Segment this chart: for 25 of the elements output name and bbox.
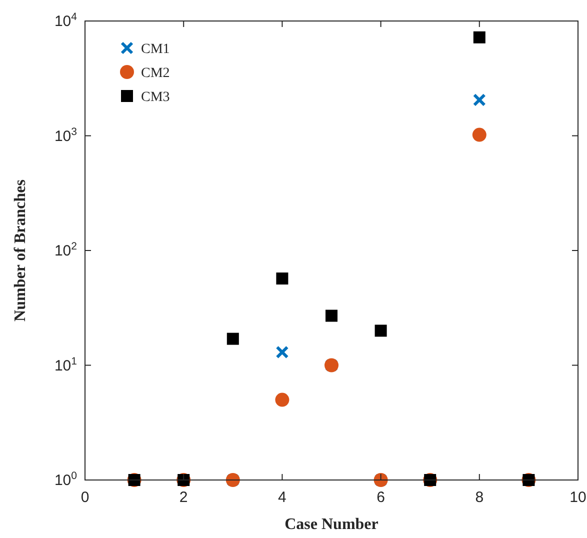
point (472, 93, 486, 106)
y-tick-label: 10$^{0}$ (54, 470, 78, 489)
point (326, 310, 338, 322)
y-tick-label: 10$^{4}$ (54, 11, 78, 30)
y-tick-label: 10$^{2}$ (54, 240, 78, 260)
point (374, 324, 387, 337)
point (276, 346, 289, 359)
y-axis-title: Number of Branches (12, 180, 29, 322)
legend-label: CM2 (141, 66, 170, 81)
legend-label: CM1 (141, 42, 170, 57)
x-tick-label: 0 (80, 489, 90, 506)
point (275, 392, 290, 407)
legend-label: CM3 (141, 90, 170, 105)
x-tick-label: 8 (475, 489, 484, 506)
x-tick-label: 6 (376, 489, 385, 506)
point (473, 31, 486, 44)
x-tick-label: 2 (179, 489, 188, 506)
x-tick-label: 4 (278, 489, 286, 506)
point (226, 332, 239, 345)
y-tick-label: 10$^{1}$ (54, 355, 78, 374)
point (472, 128, 486, 142)
y-tick-label: 10$^{3}$ (54, 126, 78, 145)
x-axis-title: Case Number (284, 516, 378, 533)
point (276, 272, 288, 285)
x-tick-label: 10 (570, 489, 586, 506)
